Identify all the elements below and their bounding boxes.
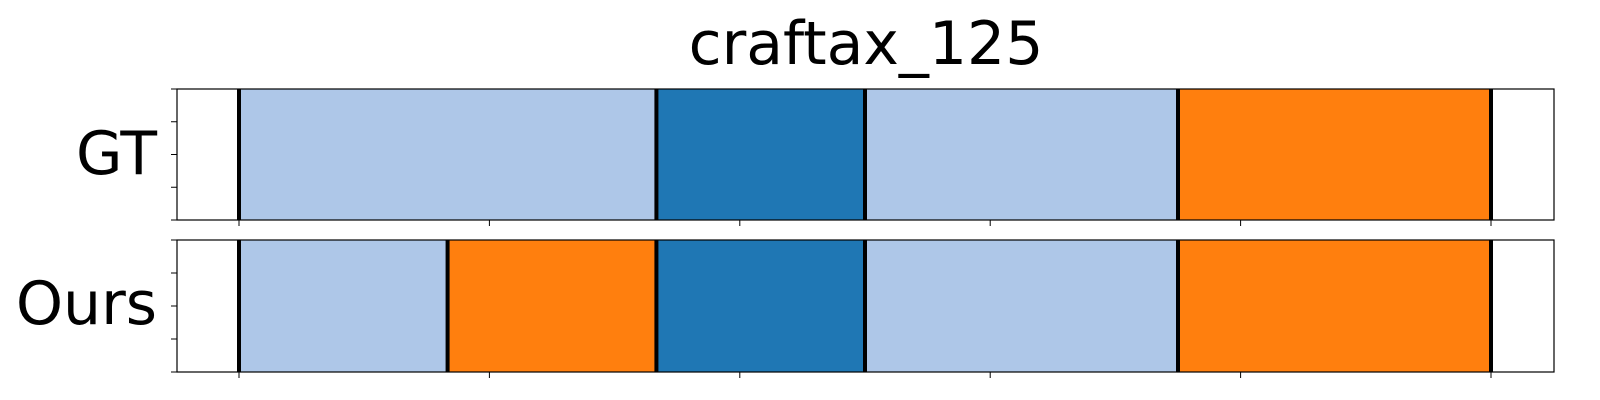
segment-light_blue [865,240,1178,372]
row-gt: GT [76,88,1555,226]
segment-blue [656,240,865,372]
segment-orange [1178,89,1491,220]
segment-orange [1178,240,1491,372]
row-label: GT [76,119,157,189]
row-ours: Ours [16,239,1555,378]
segment-light_blue [239,240,448,372]
segment-orange [447,240,657,372]
row-label: Ours [16,269,157,339]
segment-light_blue [239,89,657,220]
rows-group: GT Ours [16,88,1555,378]
chart-title: craftax_125 [689,9,1044,79]
segment-light_blue [865,89,1178,220]
segment-blue [656,89,865,220]
